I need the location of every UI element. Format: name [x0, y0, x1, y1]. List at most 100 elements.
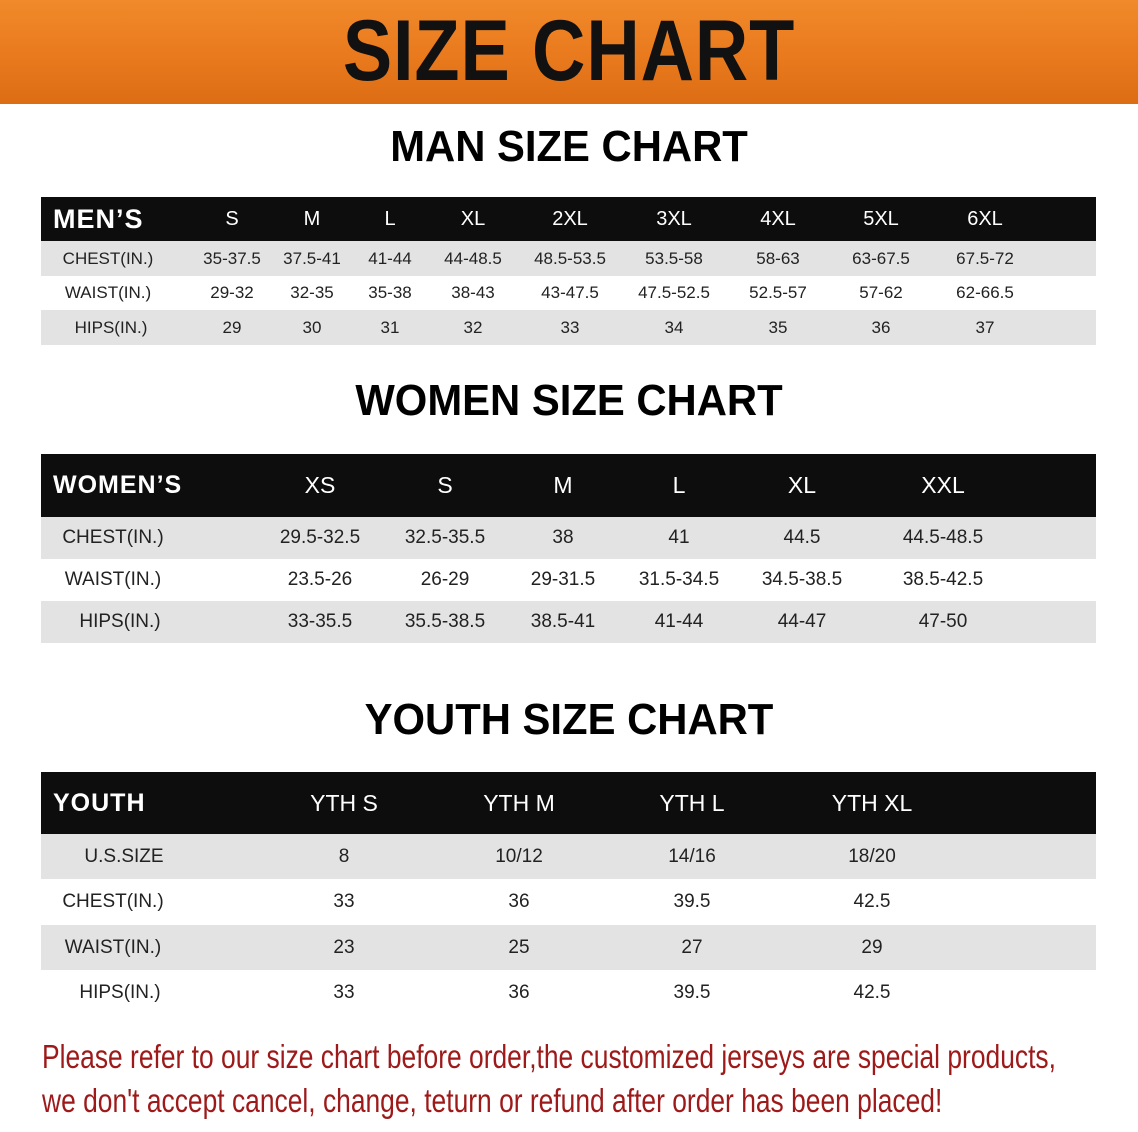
women-section-title: WOMEN SIZE CHART: [355, 376, 783, 425]
table-cell: 53.5-58: [645, 249, 703, 268]
table-cell: 36: [871, 318, 891, 337]
table-cell: 10/12: [495, 846, 543, 867]
table-cell: 35-37.5: [203, 249, 261, 268]
table-cell: 26-29: [420, 569, 470, 590]
table-cell: 63-67.5: [852, 249, 910, 268]
table-cell: 47-50: [918, 611, 968, 632]
women-size-header: XL: [787, 472, 817, 498]
table-cell: 62-66.5: [956, 283, 1014, 302]
table-cell: 36: [508, 891, 530, 912]
table-cell: 38: [552, 527, 574, 548]
table-cell: 30: [302, 318, 322, 337]
table-cell: 33: [333, 982, 355, 1003]
table-cell: 44-48.5: [444, 249, 502, 268]
men-size-header: 6XL: [967, 208, 1003, 230]
page-title: SIZE CHART: [342, 3, 796, 99]
youth-size-header: YTH M: [483, 790, 555, 816]
table-cell: 18/20: [848, 846, 896, 867]
table-cell: 57-62: [859, 283, 903, 302]
table-cell: 36: [508, 982, 530, 1003]
table-cell: 35.5-38.5: [404, 611, 486, 632]
table-cell: 32.5-35.5: [404, 527, 486, 548]
men-size-header: 5XL: [863, 208, 899, 230]
men-size-header: M: [303, 208, 321, 230]
men-size-header: XL: [460, 208, 486, 230]
table-cell: 48.5-53.5: [534, 249, 606, 268]
men-size-header: L: [384, 208, 396, 230]
row-label: U.S.SIZE: [84, 846, 164, 867]
table-cell: 29: [861, 937, 883, 958]
table-cell: 33: [560, 318, 580, 337]
row-label: WAIST(IN.): [64, 937, 162, 958]
table-cell: 31.5-34.5: [638, 569, 720, 590]
table-cell: 41-44: [654, 611, 704, 632]
table-cell: 39.5: [673, 982, 711, 1003]
table-cell: 23.5-26: [287, 569, 353, 590]
table-cell: 37: [975, 318, 995, 337]
women-table-row: WAIST(IN.) 23.5-26 26-29 29-31.5 31.5-34.5 34…: [41, 559, 1096, 601]
table-cell: 38-43: [451, 283, 495, 302]
youth-size-header: YTH S: [310, 790, 378, 816]
men-section-title: MAN SIZE CHART: [390, 122, 748, 171]
men-table-row: HIPS(IN.) 29 30 31 32 33 34 35 36 37: [41, 310, 1096, 345]
row-label: WAIST(IN.): [64, 283, 152, 302]
notice-line-1: Please refer to our size chart before or…: [42, 1038, 1056, 1075]
table-cell: 31: [380, 318, 400, 337]
table-cell: 37.5-41: [283, 249, 341, 268]
row-label: CHEST(IN.): [62, 249, 154, 268]
youth-table-row: WAIST(IN.) 23 25 27 29: [41, 925, 1096, 970]
table-cell: 44-47: [777, 611, 827, 632]
table-cell: 39.5: [673, 891, 711, 912]
youth-size-header: YTH L: [659, 790, 725, 816]
men-table-row: WAIST(IN.) 29-32 32-35 35-38 38-43 43-47.5 47.…: [41, 276, 1096, 310]
table-cell: 34: [664, 318, 684, 337]
table-cell: 29-31.5: [530, 569, 596, 590]
table-cell: 43-47.5: [541, 283, 599, 302]
table-cell: 34.5-38.5: [761, 569, 843, 590]
table-cell: 42.5: [853, 891, 891, 912]
table-cell: 25: [508, 937, 530, 958]
table-cell: 58-63: [756, 249, 800, 268]
table-cell: 67.5-72: [956, 249, 1014, 268]
table-cell: 35: [768, 318, 788, 337]
table-cell: 23: [333, 937, 355, 958]
table-cell: 33-35.5: [287, 611, 353, 632]
table-cell: 44.5-48.5: [902, 527, 984, 548]
youth-table-row: HIPS(IN.) 33 36 39.5 42.5: [41, 970, 1096, 1016]
youth-header-label: YOUTH: [53, 789, 146, 817]
women-table-row: CHEST(IN.) 29.5-32.5 32.5-35.5 38 41 44.5 44.5…: [41, 517, 1096, 559]
youth-table-row: U.S.SIZE 8 10/12 14/16 18/20: [41, 834, 1096, 879]
women-table-header: WOMEN’S XS S M L XL XXL: [41, 454, 1096, 517]
women-size-header: XS: [304, 472, 336, 498]
table-cell: 42.5: [853, 982, 891, 1003]
table-cell: 41-44: [368, 249, 412, 268]
table-cell: 38.5-41: [530, 611, 596, 632]
row-label: CHEST(IN.): [62, 527, 164, 548]
notice-line-2: we don't accept cancel, change, teturn o…: [42, 1082, 943, 1119]
table-cell: 8: [338, 846, 350, 867]
men-table-header: MEN’S S M L XL 2XL 3XL 4XL 5XL 6XL: [41, 197, 1096, 241]
row-label: HIPS(IN.): [74, 318, 148, 337]
youth-size-header: YTH XL: [831, 790, 913, 816]
table-cell: 47.5-52.5: [638, 283, 710, 302]
table-cell: 29.5-32.5: [279, 527, 361, 548]
women-size-header: XXL: [921, 472, 965, 498]
table-cell: 14/16: [668, 846, 716, 867]
table-cell: 41: [668, 527, 690, 548]
table-cell: 52.5-57: [749, 283, 807, 302]
table-cell: 27: [681, 937, 703, 958]
youth-table-row: CHEST(IN.) 33 36 39.5 42.5: [41, 879, 1096, 925]
men-size-header: 3XL: [656, 208, 692, 230]
women-size-header: L: [672, 472, 686, 498]
women-table-row: HIPS(IN.) 33-35.5 35.5-38.5 38.5-41 41-44 44-…: [41, 601, 1096, 643]
row-label: CHEST(IN.): [62, 891, 164, 912]
youth-table-header: YOUTH YTH S YTH M YTH L YTH XL: [41, 772, 1096, 834]
table-cell: 38.5-42.5: [902, 569, 984, 590]
header-banner: SIZE CHART: [0, 0, 1138, 104]
women-size-header: M: [553, 472, 573, 498]
row-label: WAIST(IN.): [64, 569, 162, 590]
table-cell: 32-35: [290, 283, 334, 302]
table-cell: 29: [222, 318, 242, 337]
men-table-row: CHEST(IN.) 35-37.5 37.5-41 41-44 44-48.5 48.5…: [41, 241, 1096, 276]
table-cell: 44.5: [783, 527, 821, 548]
